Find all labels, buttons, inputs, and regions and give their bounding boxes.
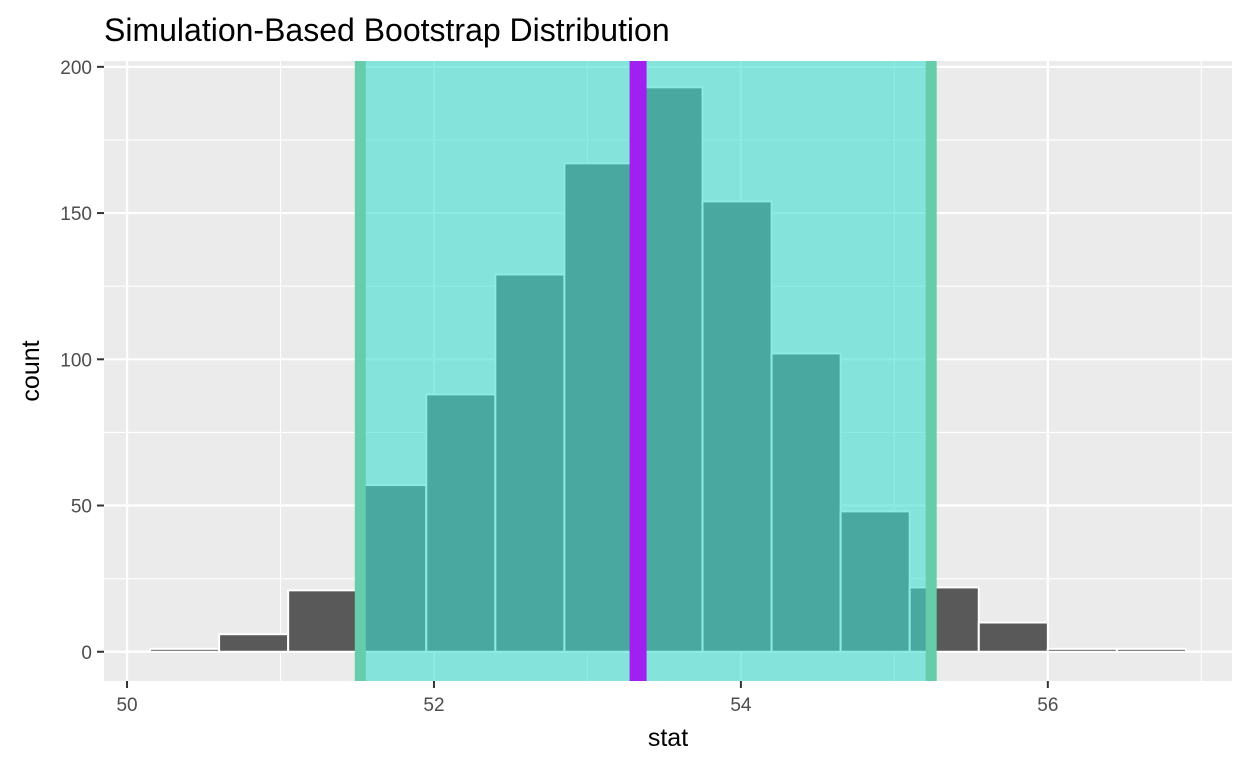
y-tick-label: 100	[60, 350, 92, 371]
x-tick-label: 52	[423, 695, 444, 716]
y-tick-label: 0	[81, 643, 92, 664]
histogram-bar	[1046, 647, 1118, 653]
x-axis-title: stat	[648, 724, 688, 752]
y-tick-label: 50	[71, 497, 92, 518]
x-tick-label: 56	[1037, 695, 1058, 716]
histogram-bar	[149, 647, 221, 653]
x-tick-label: 54	[730, 695, 752, 716]
y-tick-label: 150	[60, 204, 92, 225]
histogram-bar	[1115, 647, 1187, 653]
histogram-bar	[977, 621, 1049, 653]
histogram-bar	[287, 589, 359, 653]
y-tick-label: 200	[60, 58, 92, 79]
axes: 50 52 54 56 0 50 100 150 200	[60, 58, 1058, 716]
chart-title: Simulation-Based Bootstrap Distribution	[104, 12, 670, 48]
y-axis-title: count	[17, 340, 45, 401]
histogram-bar	[218, 633, 290, 653]
x-tick-label: 50	[116, 695, 137, 716]
